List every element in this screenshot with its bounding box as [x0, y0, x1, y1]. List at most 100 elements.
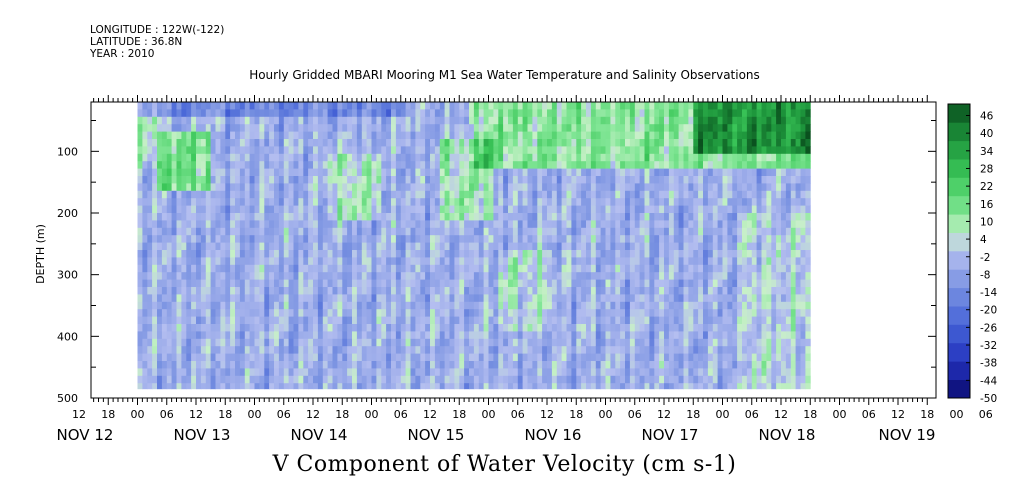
heatmap-cell [220, 272, 226, 280]
heatmap-cell [430, 146, 436, 155]
heatmap-cell [434, 205, 441, 214]
heatmap-cell [493, 183, 499, 192]
heatmap-cell [181, 190, 187, 199]
heatmap-cell [400, 116, 407, 125]
heatmap-cell [664, 353, 670, 362]
heatmap-cell [161, 287, 168, 295]
heatmap-cell [707, 116, 714, 125]
heatmap-cell [634, 183, 641, 192]
heatmap-cell [522, 383, 528, 390]
heatmap-cell [200, 146, 207, 155]
heatmap-cell [517, 338, 524, 347]
heatmap-cell [269, 309, 275, 317]
heatmap-cell [493, 242, 499, 251]
heatmap-cell [274, 190, 280, 199]
heatmap-cell [327, 153, 333, 162]
heatmap-cell [512, 316, 519, 325]
heatmap-cell [742, 279, 748, 288]
heatmap-cell [698, 198, 704, 206]
heatmap-cell [683, 301, 689, 310]
heatmap-cell [322, 301, 329, 310]
heatmap-cell [737, 242, 743, 251]
heatmap-cell [576, 375, 582, 384]
heatmap-cell [249, 176, 255, 184]
heatmap-cell [381, 235, 387, 243]
heatmap-cell [317, 146, 324, 155]
heatmap-cell [391, 161, 397, 169]
heatmap-cell [230, 316, 236, 325]
heatmap-cell [410, 331, 416, 340]
heatmap-cell [244, 368, 251, 377]
heatmap-cell [644, 368, 650, 377]
heatmap-cell [298, 198, 304, 206]
heatmap-cell [376, 220, 382, 229]
heatmap-cell [249, 353, 255, 362]
heatmap-cell [664, 368, 670, 377]
heatmap-cell [712, 316, 719, 325]
heatmap-cell [742, 139, 748, 147]
heatmap-cell [220, 257, 226, 266]
heatmap-cell [361, 383, 368, 390]
heatmap-cell [522, 301, 528, 310]
heatmap-cell [230, 279, 236, 288]
heatmap-cell [488, 257, 494, 266]
heatmap-cell [220, 316, 226, 325]
heatmap-cell [274, 301, 280, 310]
heatmap-cell [171, 257, 177, 266]
heatmap-cell [196, 257, 202, 266]
heatmap-cell [395, 338, 402, 347]
heatmap-cell [639, 353, 645, 362]
heatmap-cell [751, 272, 758, 280]
heatmap-cell [386, 331, 392, 340]
heatmap-cell [556, 190, 563, 199]
heatmap-cell [259, 368, 265, 377]
heatmap-cell [527, 139, 533, 147]
heatmap-cell [142, 301, 148, 310]
heatmap-cell [366, 198, 372, 206]
heatmap-cell [605, 161, 611, 169]
heatmap-cell [586, 220, 592, 229]
heatmap-cell [225, 220, 231, 229]
heatmap-cell [420, 213, 426, 221]
heatmap-cell [556, 257, 563, 266]
heatmap-cell [576, 198, 582, 206]
heatmap-cell [181, 168, 187, 177]
heatmap-cell [381, 368, 387, 377]
heatmap-cell [264, 235, 270, 243]
heatmap-cell [420, 131, 426, 140]
heatmap-cell [629, 257, 636, 266]
heatmap-cell [381, 131, 387, 140]
heatmap-cell [595, 279, 602, 288]
heatmap-cell [527, 190, 533, 199]
heatmap-cell [561, 116, 567, 125]
heatmap-cell [512, 109, 519, 118]
heatmap-cell [283, 190, 290, 199]
heatmap-cell [225, 153, 231, 162]
heatmap-cell [332, 183, 338, 192]
heatmap-cell [551, 198, 558, 206]
heatmap-cell [469, 264, 475, 273]
heatmap-cell [415, 338, 421, 347]
heatmap-cell [356, 213, 363, 221]
heatmap-cell [581, 227, 587, 236]
heatmap-cell [688, 116, 694, 125]
heatmap-cell [527, 383, 533, 390]
heatmap-cell [171, 176, 177, 184]
heatmap-cell [600, 190, 606, 199]
heatmap-cell [186, 161, 192, 169]
heatmap-cell [264, 279, 270, 288]
heatmap-cell [278, 190, 285, 199]
heatmap-cell [527, 198, 533, 206]
heatmap-cell [196, 124, 202, 132]
heatmap-cell [508, 168, 514, 177]
heatmap-cell [512, 198, 519, 206]
heatmap-cell [512, 213, 519, 221]
heatmap-cell [566, 139, 572, 147]
heatmap-cell [537, 205, 543, 214]
heatmap-cell [371, 316, 377, 325]
heatmap-cell [283, 331, 290, 340]
heatmap-cell [698, 383, 704, 390]
heatmap-cell [313, 116, 319, 125]
heatmap-cell [181, 294, 187, 303]
heatmap-cell [532, 272, 538, 280]
